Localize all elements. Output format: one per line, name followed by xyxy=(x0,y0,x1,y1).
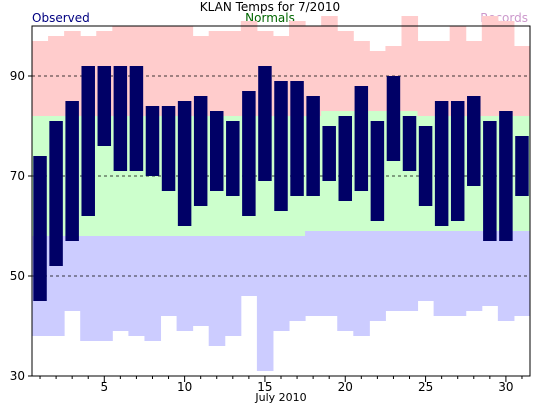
record-high-band-day-13 xyxy=(224,31,242,116)
record-low-band-day-17 xyxy=(289,236,306,321)
x-tick-label-15: 15 xyxy=(257,380,272,394)
observed-bar-day-1 xyxy=(33,156,47,301)
x-tick-label-20: 20 xyxy=(338,380,353,394)
x-tick-label-5: 5 xyxy=(100,380,108,394)
record-low-band-day-13 xyxy=(224,236,242,336)
legend-normals: Normals xyxy=(245,11,295,25)
observed-bar-day-10 xyxy=(177,101,192,226)
observed-bar-day-20 xyxy=(338,116,353,201)
observed-bar-day-15 xyxy=(258,66,272,181)
observed-bar-day-7 xyxy=(129,66,144,171)
observed-bar-day-12 xyxy=(209,111,224,191)
record-high-band-day-20 xyxy=(337,31,354,111)
record-low-band-day-27 xyxy=(449,231,467,316)
record-low-band-day-25 xyxy=(417,231,435,301)
observed-bar-day-21 xyxy=(354,86,369,191)
record-low-band-day-26 xyxy=(433,231,451,316)
record-high-band-day-22 xyxy=(369,51,386,111)
record-low-band-day-23 xyxy=(385,231,402,311)
observed-bar-day-31 xyxy=(515,136,529,196)
record-high-band-day-18 xyxy=(305,26,322,116)
record-low-band-day-15 xyxy=(256,236,274,371)
y-tick-label-70: 70 xyxy=(10,169,25,183)
record-high-band-day-19 xyxy=(321,16,338,111)
x-tick-label-10: 10 xyxy=(177,380,192,394)
observed-bar-day-9 xyxy=(161,106,176,191)
chart-title: KLAN Temps for 7/2010 xyxy=(199,0,341,14)
observed-bar-day-24 xyxy=(402,116,417,171)
record-low-band-day-24 xyxy=(401,231,419,311)
record-low-band-day-10 xyxy=(176,236,194,331)
observed-bar-day-23 xyxy=(386,76,401,161)
observed-bar-day-18 xyxy=(306,96,320,196)
observed-bar-day-11 xyxy=(193,96,208,206)
x-axis-label: July 2010 xyxy=(254,391,306,404)
record-high-band-day-27 xyxy=(449,26,467,116)
record-high-band-day-29 xyxy=(481,16,499,116)
record-high-band-day-10 xyxy=(176,26,194,116)
observed-bar-day-19 xyxy=(322,126,336,181)
observed-bar-day-28 xyxy=(467,96,481,186)
record-low-band-day-4 xyxy=(80,236,97,341)
record-low-band-day-21 xyxy=(353,231,370,336)
record-high-band-day-30 xyxy=(497,21,515,116)
record-high-band-day-31 xyxy=(513,46,531,116)
record-low-band-day-20 xyxy=(337,231,354,331)
y-tick-label-90: 90 xyxy=(10,69,25,83)
y-tick-label-30: 30 xyxy=(10,369,25,383)
record-low-band-day-31 xyxy=(513,231,531,316)
observed-bar-day-14 xyxy=(242,91,256,216)
observed-bar-day-30 xyxy=(499,111,513,241)
record-low-band-day-6 xyxy=(112,236,129,331)
record-high-band-day-25 xyxy=(417,41,435,116)
observed-bar-day-29 xyxy=(483,121,497,241)
observed-bar-day-25 xyxy=(418,126,433,206)
record-low-band-day-12 xyxy=(208,236,226,346)
record-high-band-day-26 xyxy=(433,41,451,116)
observed-bar-day-16 xyxy=(274,81,288,211)
observed-bar-day-5 xyxy=(97,66,112,146)
legend-observed: Observed xyxy=(32,11,90,25)
observed-bar-day-27 xyxy=(450,101,465,221)
record-low-band-day-22 xyxy=(369,231,386,321)
record-low-band-day-28 xyxy=(465,231,483,311)
record-low-band-day-11 xyxy=(192,236,210,326)
record-high-band-day-12 xyxy=(208,31,226,116)
x-tick-label-25: 25 xyxy=(418,380,433,394)
observed-bar-day-3 xyxy=(65,101,79,241)
x-tick-label-30: 30 xyxy=(498,380,513,394)
record-low-band-day-5 xyxy=(96,236,113,341)
record-low-band-day-29 xyxy=(481,231,499,306)
observed-bar-day-13 xyxy=(226,121,240,196)
record-low-band-day-16 xyxy=(272,236,290,331)
observed-bar-day-22 xyxy=(370,121,385,221)
observed-bar-day-4 xyxy=(81,66,95,216)
record-low-band-day-3 xyxy=(64,236,81,311)
record-low-band-day-19 xyxy=(321,231,338,316)
record-high-band-day-8 xyxy=(144,26,162,116)
record-low-band-day-7 xyxy=(128,236,145,336)
record-high-band-day-9 xyxy=(160,26,178,116)
observed-bar-day-17 xyxy=(290,81,304,196)
record-high-band-day-1 xyxy=(32,41,49,116)
record-low-band-day-18 xyxy=(305,231,322,316)
record-low-band-day-9 xyxy=(160,236,178,316)
y-tick-label-50: 50 xyxy=(10,269,25,283)
observed-bar-day-6 xyxy=(113,66,128,171)
observed-bar-day-8 xyxy=(145,106,160,176)
record-high-band-day-24 xyxy=(401,16,419,111)
record-high-band-day-3 xyxy=(64,31,81,116)
record-low-band-day-14 xyxy=(240,236,258,296)
observed-bar-day-2 xyxy=(49,121,63,266)
observed-bar-day-26 xyxy=(434,101,449,226)
record-low-band-day-8 xyxy=(144,236,162,341)
